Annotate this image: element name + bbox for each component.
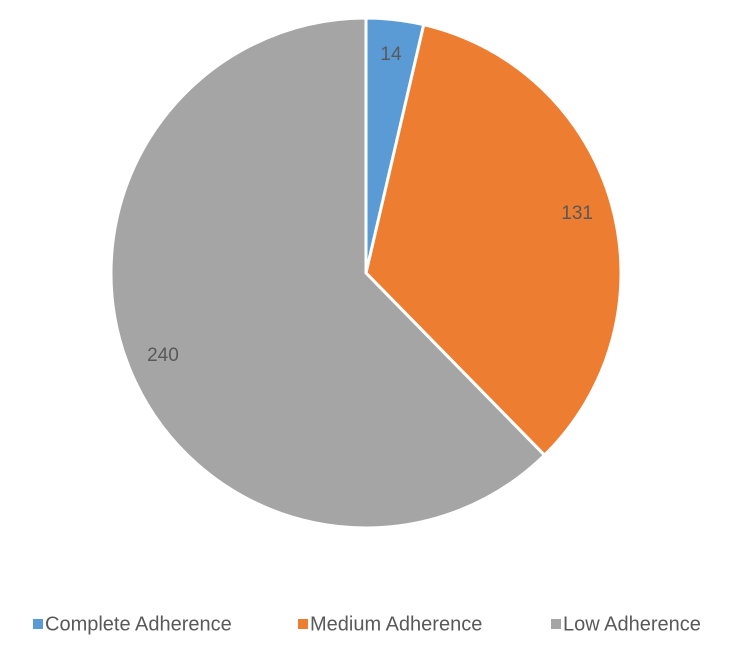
legend-label: Low Adherence — [563, 613, 701, 635]
data-label: 240 — [147, 345, 179, 366]
legend-swatch — [33, 619, 43, 629]
pie-slice — [109, 16, 547, 530]
pie-slice — [364, 22, 623, 458]
data-label: 14 — [380, 44, 402, 65]
data-label: 131 — [561, 203, 593, 224]
legend-swatch — [551, 619, 561, 629]
legend-swatch — [298, 619, 308, 629]
legend-label: Complete Adherence — [45, 613, 232, 635]
legend-label: Medium Adherence — [310, 613, 482, 635]
